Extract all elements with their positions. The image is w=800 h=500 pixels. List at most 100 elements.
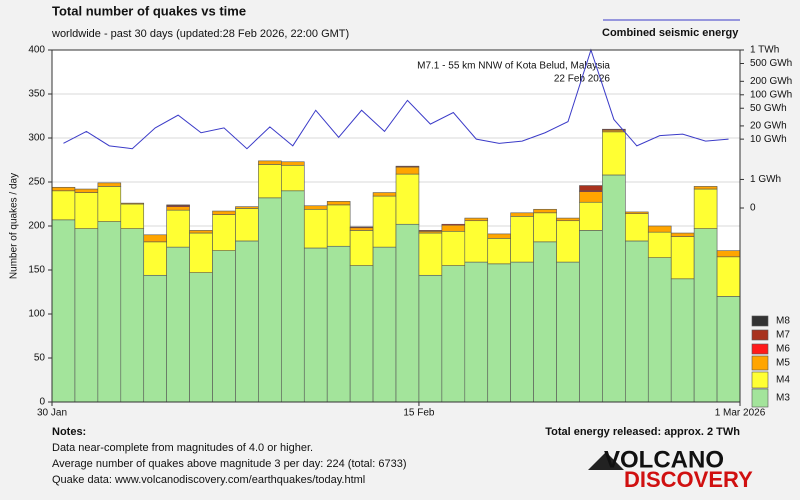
bar-segment <box>189 232 213 273</box>
bar-segment <box>372 246 397 403</box>
bar-segment <box>693 228 718 403</box>
energy-line <box>63 48 729 150</box>
bar-segment <box>510 261 534 403</box>
bar-segment <box>51 186 76 192</box>
subtitle: worldwide - past 30 days (updated:28 Feb… <box>51 28 349 40</box>
bar-segment <box>693 186 718 190</box>
bar-segment <box>487 238 511 265</box>
bar-segment <box>441 223 466 226</box>
bar-segment <box>533 241 557 403</box>
bar-segment <box>51 190 76 221</box>
bar-segment <box>670 232 695 237</box>
bar-segment <box>143 234 167 243</box>
bar-segment <box>625 240 649 403</box>
bar-segment <box>166 206 190 211</box>
bar-segment <box>556 261 580 403</box>
x-tick-label: 30 Jan <box>37 408 67 419</box>
bar-segment <box>372 195 397 248</box>
bar-segment <box>143 241 167 276</box>
y2-tick-label: 0 <box>750 203 756 214</box>
bar-segment <box>97 182 122 187</box>
legend-label: M3 <box>776 393 790 404</box>
legend-label: M7 <box>776 330 790 341</box>
bar-segment <box>625 213 649 242</box>
bar-segment <box>326 204 351 247</box>
bar-segment <box>120 228 145 403</box>
logo-text: DISCOVERY <box>624 467 753 492</box>
x-tick-label: 1 Mar 2026 <box>715 408 766 419</box>
bar-segment <box>258 197 282 403</box>
bar-segment <box>212 250 236 403</box>
y2-tick-label: 10 GWh <box>750 134 787 145</box>
bar-segment <box>235 206 259 209</box>
legend-swatch <box>751 388 769 408</box>
bar-segment <box>303 208 328 249</box>
bar-segment <box>212 210 236 215</box>
bar-segment <box>395 223 420 403</box>
legend-swatch <box>751 315 769 327</box>
bar-segment <box>212 214 236 251</box>
bar-segment <box>281 164 305 192</box>
bar-segment <box>579 201 603 231</box>
bar-segment <box>395 166 420 175</box>
y-tick-label: 200 <box>28 221 45 232</box>
y2-tick-label: 200 GWh <box>750 76 792 87</box>
bar-segment <box>510 216 534 263</box>
legend-swatch <box>751 343 769 355</box>
bar-segment <box>716 296 741 403</box>
bar-segment <box>120 202 145 205</box>
plot-frame <box>51 49 741 403</box>
bar-segment <box>579 185 603 192</box>
bar-segment <box>487 263 511 403</box>
total-energy: Total energy released: approx. 2 TWh <box>545 426 740 438</box>
bar-segment <box>303 247 328 403</box>
bar-segment <box>441 265 466 403</box>
notes-title: Notes: <box>52 426 86 438</box>
bar-segment <box>464 220 489 263</box>
bar-segment <box>326 245 351 403</box>
bar-segment <box>556 217 580 222</box>
y-tick-label: 50 <box>34 353 46 364</box>
bar-segment <box>395 173 420 225</box>
bar-segment <box>349 227 374 231</box>
bar-segment <box>258 164 282 199</box>
y2-tick-label: 500 GWh <box>750 58 792 69</box>
legend-label: M4 <box>776 375 790 386</box>
note: Average number of quakes above magnitude… <box>52 458 406 470</box>
bar-segment <box>258 160 282 165</box>
bar-segment <box>166 209 190 248</box>
bar-segment <box>670 236 695 280</box>
legend-label: M8 <box>776 316 790 327</box>
bar-segment <box>602 131 626 176</box>
bar-segment <box>166 246 190 403</box>
bar-segment <box>349 226 374 229</box>
bar-segment <box>97 221 122 403</box>
bar-segment <box>602 174 626 403</box>
y2-tick-label: 1 TWh <box>750 45 779 56</box>
bar-segment <box>120 203 145 229</box>
bar-segment <box>510 212 534 217</box>
bar-segment <box>487 233 511 239</box>
bar-segment <box>349 265 374 403</box>
legend-swatch <box>751 329 769 341</box>
legend-swatch <box>751 371 769 389</box>
bar-segment <box>647 225 672 233</box>
bar-segment <box>372 192 397 197</box>
bar-segment <box>418 274 443 403</box>
logo-icon <box>588 452 624 470</box>
bar-segment <box>556 220 580 263</box>
bar-segment <box>579 191 603 203</box>
bar-segment <box>143 274 167 403</box>
y-tick-label: 100 <box>28 309 45 320</box>
bar-segment <box>166 204 190 207</box>
annotation: M7.1 - 55 km NNW of Kota Belud, Malaysia <box>417 61 610 72</box>
y-tick-label: 0 <box>39 397 45 408</box>
bar-segment <box>464 217 489 222</box>
bar-segment <box>349 230 374 266</box>
bar-segment <box>579 230 603 403</box>
bar-segment <box>464 261 489 403</box>
y2-tick-label: 50 GWh <box>750 103 787 114</box>
bar-segment <box>235 208 259 242</box>
energy-legend-label: Combined seismic energy <box>602 27 739 39</box>
x-tick-label: 15 Feb <box>403 408 435 419</box>
